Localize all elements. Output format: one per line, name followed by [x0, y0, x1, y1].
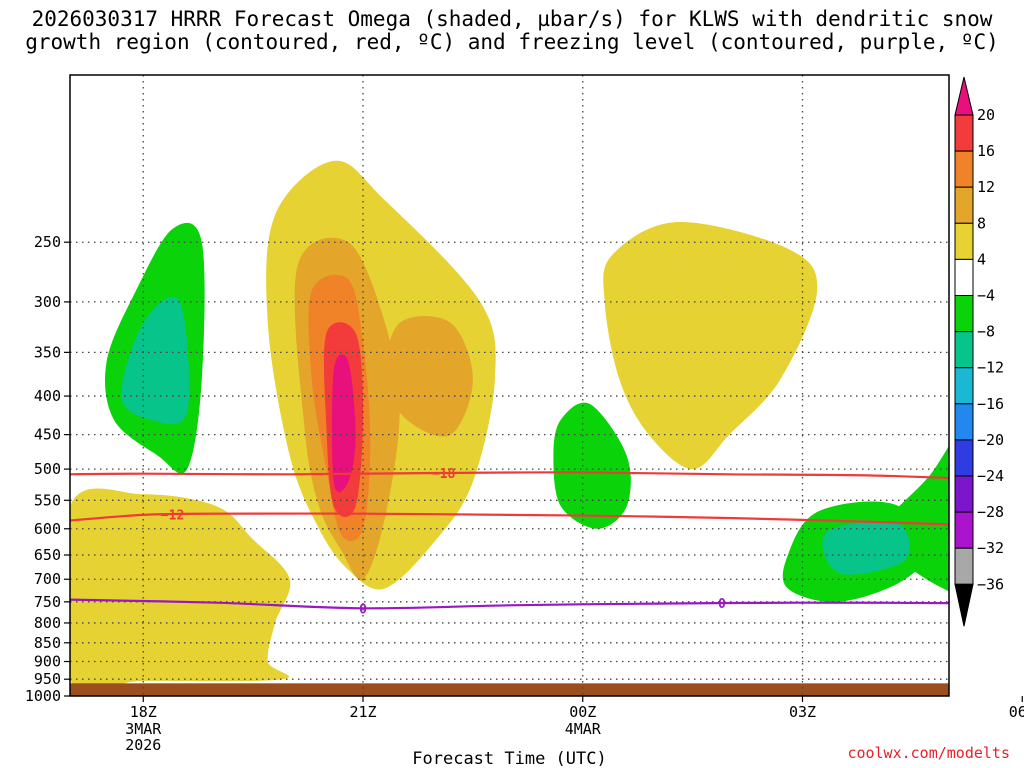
contour-line-2 — [70, 598, 949, 610]
ytick-label-450: 450 — [34, 426, 61, 444]
ytick-label-400: 400 — [34, 387, 61, 405]
ytick-label-700: 700 — [34, 570, 61, 588]
xtick-sublabel-18Z-1: 2026 — [125, 736, 161, 754]
colorbar-bin-0 — [954, 114, 974, 152]
contour-label-2: 0 — [359, 602, 367, 617]
omega-region-6 — [384, 315, 473, 437]
ytick-label-1000: 1000 — [25, 687, 61, 705]
colorbar-bottom-arrow — [954, 583, 974, 627]
colorbar-label-6: −8 — [977, 323, 995, 341]
omega-region-5 — [331, 354, 356, 493]
contour-label-1: −12 — [161, 508, 184, 523]
colorbar-label-10: −24 — [977, 467, 1004, 485]
xaxis-title: Forecast Time (UTC) — [412, 749, 606, 768]
colorbar-label-5: −4 — [977, 287, 995, 305]
colorbar-bin-12 — [954, 547, 974, 585]
colorbar-label-9: −20 — [977, 431, 1004, 449]
xtick-label-18Z: 18Z — [130, 703, 157, 721]
omega-region-13 — [121, 296, 190, 425]
xtick-label-03Z: 03Z — [789, 703, 816, 721]
xtick-sublabel-00Z-0: 4MAR — [565, 720, 602, 738]
plot-area: −18 −12 0 0 — [70, 75, 949, 696]
colorbar-bin-2 — [954, 186, 974, 224]
colorbar-bin-1 — [954, 150, 974, 188]
omega-region-7 — [603, 221, 818, 470]
xtick-sublabel-18Z-0: 3MAR — [125, 720, 162, 738]
colorbar-bin-9 — [954, 439, 974, 477]
ytick-label-950: 950 — [34, 670, 61, 688]
colorbar-label-2: 12 — [977, 178, 995, 196]
colorbar-label-11: −28 — [977, 503, 1004, 521]
colorbar-bin-10 — [954, 475, 974, 513]
ytick-label-900: 900 — [34, 653, 61, 671]
contour-label-0: −18 — [432, 467, 456, 482]
contour-line-0 — [70, 471, 949, 480]
chart-title-line1: 2026030317 HRRR Forecast Omega (shaded, … — [31, 7, 993, 31]
ytick-label-300: 300 — [34, 293, 61, 311]
ground-surface — [70, 683, 949, 696]
colorbar-label-1: 16 — [977, 142, 995, 160]
colorbar-label-12: −32 — [977, 539, 1004, 557]
ytick-label-850: 850 — [34, 634, 61, 652]
ytick-label-350: 350 — [34, 343, 61, 361]
ytick-label-650: 650 — [34, 546, 61, 564]
colorbar-top-arrow — [954, 76, 974, 116]
ytick-label-750: 750 — [34, 593, 61, 611]
colorbar-bin-5 — [954, 295, 974, 333]
contour-line-1 — [70, 512, 949, 526]
colorbar-bin-7 — [954, 367, 974, 405]
xtick-label-21Z: 21Z — [349, 703, 376, 721]
xtick-label-00Z: 00Z — [569, 703, 596, 721]
colorbar-label-13: −36 — [977, 575, 1004, 593]
contour-label-3: 0 — [718, 597, 726, 612]
ytick-label-600: 600 — [34, 520, 61, 538]
source-credit: coolwx.com/modelts — [847, 744, 1010, 762]
ytick-label-550: 550 — [34, 491, 61, 509]
colorbar-bin-3 — [954, 222, 974, 260]
ytick-label-500: 500 — [34, 460, 61, 478]
omega-region-16 — [822, 521, 910, 575]
ytick-label-250: 250 — [34, 233, 61, 251]
colorbar-label-4: 4 — [977, 250, 986, 268]
omega-region-0 — [70, 488, 291, 693]
axes: 2503003504004505005506006507007508008509… — [25, 74, 1024, 768]
colorbar-bin-6 — [954, 331, 974, 369]
xtick-label-06Z: 06Z — [1009, 703, 1024, 721]
plot-frame — [69, 74, 950, 697]
colorbar-bin-8 — [954, 403, 974, 441]
ytick-label-800: 800 — [34, 614, 61, 632]
colorbar-bin-4 — [954, 258, 974, 296]
plot-inner: −18 −12 0 0 — [70, 75, 949, 696]
colorbar: 20 16 12 8 4 −4 −8 −12 −16 −20 −24 −28 −32 −36 — [954, 76, 1004, 627]
colorbar-bin-11 — [954, 511, 974, 549]
colorbar-label-3: 8 — [977, 214, 986, 232]
colorbar-label-0: 20 — [977, 106, 995, 124]
colorbar-label-8: −16 — [977, 395, 1004, 413]
colorbar-label-7: −12 — [977, 359, 1004, 377]
chart-title-line2: growth region (contoured, red, ºC) and f… — [25, 30, 999, 54]
